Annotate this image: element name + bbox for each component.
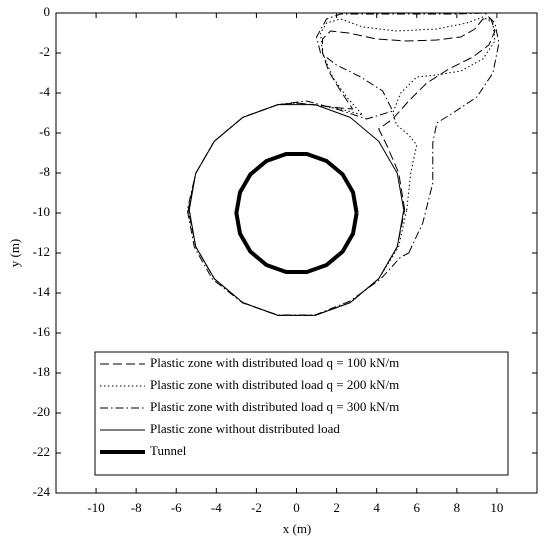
legend-box [94,351,509,476]
y-tick-label: -16 [33,324,51,339]
y-tick-label: -18 [33,364,50,379]
y-tick-label: -4 [39,84,50,99]
legend-label: Plastic zone with distributed load q = 2… [150,377,399,392]
x-tick-label: 2 [333,500,340,515]
y-tick-label: -8 [39,164,50,179]
y-tick-label: 0 [44,4,51,19]
series-line [234,152,359,274]
y-tick-label: -10 [33,204,50,219]
x-tick-label: 6 [414,500,421,515]
x-tick-label: -10 [87,500,104,515]
y-axis-label: y (m) [7,239,22,268]
y-tick-label: -6 [39,124,50,139]
y-tick-label: -22 [33,444,50,459]
x-tick-label: 0 [293,500,300,515]
series-line [187,18,496,316]
x-tick-label: 10 [490,500,503,515]
x-axis-label: x (m) [283,521,312,536]
y-tick-label: -14 [33,284,51,299]
y-tick-label: -24 [33,484,51,499]
series-line [186,12,500,316]
x-tick-label: 4 [373,500,380,515]
y-tick-label: -2 [39,44,50,59]
y-tick-label: -20 [33,404,50,419]
x-tick-label: 8 [454,500,461,515]
x-tick-label: -8 [131,500,142,515]
x-tick-label: -2 [251,500,262,515]
legend-label: Tunnel [150,443,187,458]
y-tick-label: -12 [33,244,50,259]
legend-label: Plastic zone with distributed load q = 3… [150,399,399,414]
series-line [188,104,405,316]
x-tick-label: -6 [171,500,182,515]
x-tick-label: -4 [211,500,222,515]
legend-label: Plastic zone with distributed load q = 1… [150,355,399,370]
legend-label: Plastic zone without distributed load [150,421,340,436]
